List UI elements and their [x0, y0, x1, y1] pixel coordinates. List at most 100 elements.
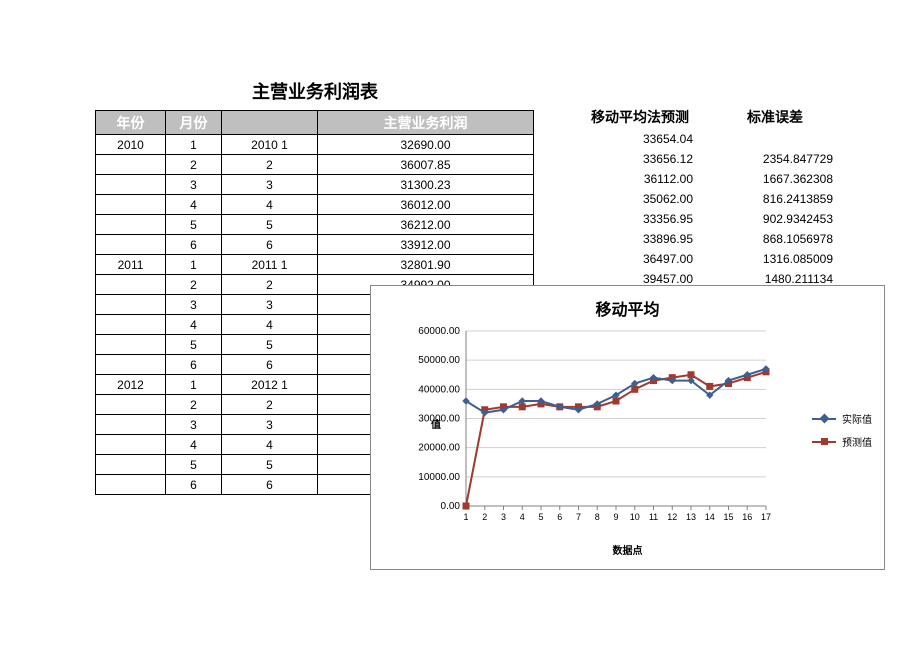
chart-legend: 实际值 预测值	[812, 411, 872, 457]
square-marker-icon	[821, 438, 828, 445]
cell-year: 2010	[96, 135, 166, 155]
cell-month: 6	[166, 475, 222, 495]
table-row: 6633912.00	[96, 235, 534, 255]
cell-month: 5	[166, 335, 222, 355]
cell-label: 6	[222, 475, 318, 495]
svg-text:14: 14	[705, 512, 715, 522]
cell-stderr	[705, 129, 845, 149]
cell-label: 6	[222, 355, 318, 375]
table-row: 2236007.85	[96, 155, 534, 175]
cell-label: 2012 1	[222, 375, 318, 395]
cell-year	[96, 215, 166, 235]
chart-svg: 0.0010000.0020000.0030000.0040000.005000…	[371, 286, 886, 571]
cell-label: 6	[222, 235, 318, 255]
legend-line-actual	[812, 418, 836, 420]
cell-forecast: 33896.95	[575, 229, 705, 249]
cell-label: 2	[222, 275, 318, 295]
cell-year	[96, 395, 166, 415]
cell-label: 5	[222, 215, 318, 235]
cell-year	[96, 355, 166, 375]
cell-label: 2010 1	[222, 135, 318, 155]
cell-stderr: 1316.085009	[705, 249, 845, 269]
svg-text:3: 3	[501, 512, 506, 522]
cell-label: 5	[222, 335, 318, 355]
cell-label: 4	[222, 315, 318, 335]
moving-average-chart: 移动平均 值 0.0010000.0020000.0030000.0040000…	[370, 285, 885, 570]
legend-label-actual: 实际值	[842, 411, 872, 426]
cell-profit: 36012.00	[318, 195, 534, 215]
cell-year	[96, 455, 166, 475]
table-row: 201112011 132801.90	[96, 255, 534, 275]
cell-year	[96, 475, 166, 495]
table-row: 36497.001316.085009	[575, 249, 845, 269]
header-year: 年份	[96, 111, 166, 135]
table-row: 36112.001667.362308	[575, 169, 845, 189]
cell-profit: 33912.00	[318, 235, 534, 255]
cell-label: 3	[222, 415, 318, 435]
cell-profit: 31300.23	[318, 175, 534, 195]
svg-text:0.00: 0.00	[441, 501, 461, 512]
header-forecast: 移动平均法预测	[575, 105, 705, 129]
svg-text:10: 10	[630, 512, 640, 522]
svg-text:50000.00: 50000.00	[418, 355, 460, 366]
cell-year	[96, 315, 166, 335]
cell-stderr: 2354.847729	[705, 149, 845, 169]
cell-forecast: 33656.12	[575, 149, 705, 169]
cell-year	[96, 435, 166, 455]
table-row: 4436012.00	[96, 195, 534, 215]
svg-text:20000.00: 20000.00	[418, 443, 460, 454]
cell-stderr: 902.9342453	[705, 209, 845, 229]
svg-text:1: 1	[463, 512, 468, 522]
table-row: 33896.95868.1056978	[575, 229, 845, 249]
svg-text:17: 17	[761, 512, 771, 522]
cell-forecast: 36112.00	[575, 169, 705, 189]
svg-text:11: 11	[649, 512, 658, 522]
cell-stderr: 816.2413859	[705, 189, 845, 209]
cell-year	[96, 415, 166, 435]
cell-year: 2011	[96, 255, 166, 275]
svg-text:12: 12	[667, 512, 677, 522]
cell-forecast: 33356.95	[575, 209, 705, 229]
legend-actual: 实际值	[812, 411, 872, 426]
svg-text:7: 7	[576, 512, 581, 522]
cell-year	[96, 295, 166, 315]
svg-text:9: 9	[613, 512, 618, 522]
cell-label: 3	[222, 175, 318, 195]
svg-text:16: 16	[742, 512, 752, 522]
cell-month: 3	[166, 415, 222, 435]
page-title: 主营业务利润表	[95, 78, 535, 104]
cell-label: 3	[222, 295, 318, 315]
svg-text:40000.00: 40000.00	[418, 384, 460, 395]
cell-month: 6	[166, 235, 222, 255]
cell-year	[96, 235, 166, 255]
cell-label: 4	[222, 435, 318, 455]
cell-label: 2011 1	[222, 255, 318, 275]
cell-year	[96, 195, 166, 215]
table-row: 5536212.00	[96, 215, 534, 235]
cell-month: 3	[166, 295, 222, 315]
svg-text:8: 8	[595, 512, 600, 522]
cell-month: 1	[166, 255, 222, 275]
cell-forecast: 36497.00	[575, 249, 705, 269]
header-month: 月份	[166, 111, 222, 135]
table-row: 33356.95902.9342453	[575, 209, 845, 229]
cell-label: 5	[222, 455, 318, 475]
cell-month: 5	[166, 215, 222, 235]
svg-text:15: 15	[723, 512, 733, 522]
svg-text:6: 6	[557, 512, 562, 522]
cell-year	[96, 155, 166, 175]
cell-profit: 32690.00	[318, 135, 534, 155]
table-row: 33656.122354.847729	[575, 149, 845, 169]
cell-profit: 36212.00	[318, 215, 534, 235]
legend-forecast: 预测值	[812, 434, 872, 449]
cell-year	[96, 275, 166, 295]
cell-forecast: 35062.00	[575, 189, 705, 209]
table-row: 201012010 132690.00	[96, 135, 534, 155]
table-row: 33654.04	[575, 129, 845, 149]
cell-year	[96, 175, 166, 195]
header-profit: 主营业务利润	[318, 111, 534, 135]
cell-label: 2	[222, 155, 318, 175]
cell-stderr: 1667.362308	[705, 169, 845, 189]
header-stderr: 标准误差	[705, 105, 845, 129]
cell-month: 3	[166, 175, 222, 195]
